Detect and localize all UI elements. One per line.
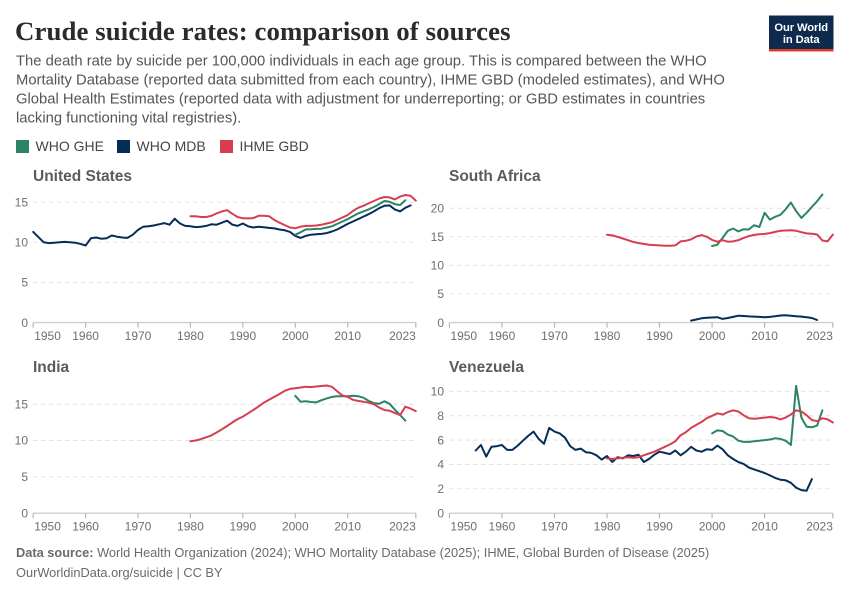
- svg-text:2010: 2010: [334, 520, 361, 534]
- svg-text:1960: 1960: [489, 329, 516, 343]
- svg-text:10: 10: [431, 259, 445, 273]
- svg-text:1980: 1980: [594, 329, 621, 343]
- svg-text:1990: 1990: [646, 329, 673, 343]
- svg-text:10: 10: [15, 434, 29, 448]
- svg-text:WHO GHE: WHO GHE: [36, 138, 104, 154]
- svg-text:5: 5: [437, 287, 444, 301]
- svg-text:2000: 2000: [282, 520, 309, 534]
- svg-text:1970: 1970: [541, 520, 568, 534]
- svg-text:2000: 2000: [699, 329, 726, 343]
- svg-text:0: 0: [21, 316, 28, 330]
- svg-text:1970: 1970: [541, 329, 568, 343]
- svg-text:South Africa: South Africa: [449, 168, 541, 185]
- svg-text:0: 0: [437, 506, 444, 520]
- svg-text:1950: 1950: [34, 329, 61, 343]
- svg-text:Mortality Database (reported d: Mortality Database (reported data submit…: [16, 73, 725, 89]
- svg-text:WHO MDB: WHO MDB: [137, 138, 206, 154]
- svg-text:2010: 2010: [751, 329, 778, 343]
- svg-text:OurWorldinData.org/suicide | C: OurWorldinData.org/suicide | CC BY: [16, 565, 223, 580]
- svg-text:IHME GBD: IHME GBD: [240, 138, 309, 154]
- svg-text:1970: 1970: [125, 329, 152, 343]
- svg-text:4: 4: [437, 458, 444, 472]
- svg-text:0: 0: [437, 316, 444, 330]
- svg-text:Global Health Estimates (repor: Global Health Estimates (reported data w…: [16, 92, 705, 108]
- svg-text:2000: 2000: [282, 329, 309, 343]
- svg-text:1960: 1960: [489, 520, 516, 534]
- svg-text:in Data: in Data: [783, 34, 820, 46]
- svg-text:lacking functioning vital regi: lacking functioning vital registries).: [16, 111, 241, 127]
- svg-text:8: 8: [437, 409, 444, 423]
- svg-text:2: 2: [437, 482, 444, 496]
- svg-text:20: 20: [431, 201, 445, 215]
- svg-text:1990: 1990: [229, 329, 256, 343]
- svg-text:1990: 1990: [646, 520, 673, 534]
- svg-text:Venezuela: Venezuela: [449, 359, 524, 376]
- svg-text:1960: 1960: [72, 329, 99, 343]
- svg-text:1980: 1980: [177, 329, 204, 343]
- svg-text:2010: 2010: [751, 520, 778, 534]
- svg-text:2023: 2023: [806, 329, 833, 343]
- svg-text:1980: 1980: [594, 520, 621, 534]
- svg-text:15: 15: [15, 195, 29, 209]
- svg-text:1970: 1970: [125, 520, 152, 534]
- svg-text:15: 15: [15, 397, 29, 411]
- svg-text:1950: 1950: [450, 329, 477, 343]
- svg-text:India: India: [33, 359, 70, 376]
- svg-text:2023: 2023: [389, 520, 416, 534]
- svg-text:United States: United States: [33, 168, 132, 185]
- svg-text:5: 5: [21, 470, 28, 484]
- svg-text:2000: 2000: [699, 520, 726, 534]
- svg-text:0: 0: [21, 506, 28, 520]
- svg-text:1980: 1980: [177, 520, 204, 534]
- svg-text:10: 10: [431, 385, 445, 399]
- svg-text:Crude suicide rates: compariso: Crude suicide rates: comparison of sourc…: [15, 16, 511, 46]
- svg-text:The death rate by suicide per: The death rate by suicide per 100,000 in…: [16, 54, 707, 70]
- svg-text:5: 5: [21, 276, 28, 290]
- svg-text:1990: 1990: [229, 520, 256, 534]
- svg-text:6: 6: [437, 433, 444, 447]
- svg-text:2023: 2023: [389, 329, 416, 343]
- svg-text:Our World: Our World: [774, 22, 828, 34]
- svg-text:2023: 2023: [806, 520, 833, 534]
- svg-text:Data source: World Health Orga: Data source: World Health Organization (…: [16, 545, 709, 560]
- svg-text:15: 15: [431, 230, 445, 244]
- svg-text:2010: 2010: [334, 329, 361, 343]
- svg-text:10: 10: [15, 236, 29, 250]
- svg-text:1950: 1950: [450, 520, 477, 534]
- svg-text:1950: 1950: [34, 520, 61, 534]
- svg-text:1960: 1960: [72, 520, 99, 534]
